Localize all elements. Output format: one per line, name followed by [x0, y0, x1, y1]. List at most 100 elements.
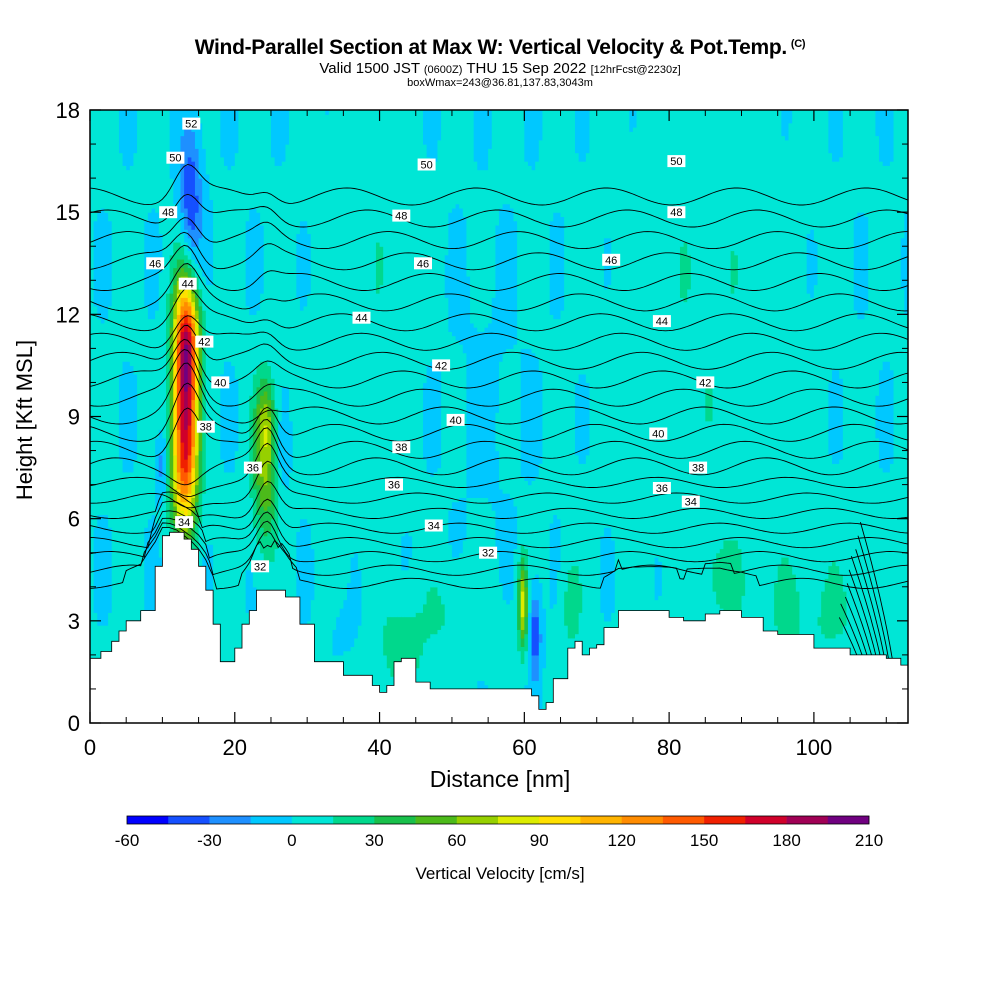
velocity-cell — [278, 420, 283, 469]
velocity-cell — [549, 522, 554, 609]
velocity-cell — [575, 382, 580, 456]
velocity-cell — [176, 220, 182, 243]
colorbar-tick-label: 180 — [772, 831, 800, 850]
velocity-cell — [806, 293, 811, 723]
velocity-cell — [513, 220, 518, 345]
velocity-cell — [618, 110, 623, 723]
velocity-cell — [531, 654, 536, 682]
velocity-cell — [654, 556, 659, 601]
theta-contour-34 — [90, 498, 908, 534]
velocity-cell — [607, 110, 612, 239]
velocity-cell — [285, 144, 290, 388]
velocity-cell — [860, 212, 866, 320]
velocity-cell — [303, 305, 308, 520]
velocity-cell — [169, 110, 174, 179]
velocity-cell — [191, 527, 196, 541]
velocity-cell — [886, 471, 891, 694]
velocity-cell — [636, 110, 641, 682]
velocity-cell — [889, 463, 895, 703]
velocity-cell — [339, 608, 344, 656]
velocity-cell — [524, 110, 529, 162]
colorbar-swatch — [580, 816, 622, 824]
velocity-cell — [875, 437, 880, 723]
velocity-cell — [578, 373, 583, 464]
velocity-cell — [886, 165, 891, 362]
velocity-cell — [679, 297, 685, 686]
velocity-cell — [176, 339, 182, 430]
velocity-cell — [745, 110, 750, 723]
velocity-cell — [194, 195, 200, 213]
velocity-cell — [238, 110, 243, 723]
colorbar-tick-label: 120 — [608, 831, 636, 850]
velocity-cell — [828, 382, 833, 456]
velocity-cell — [484, 497, 489, 686]
velocity-cell — [209, 110, 214, 200]
velocity-cell — [176, 271, 182, 281]
velocity-cell — [198, 522, 203, 592]
velocity-cell — [278, 110, 283, 166]
velocity-cell — [180, 442, 185, 469]
velocity-cell — [455, 110, 460, 205]
contour-label: 40 — [652, 429, 664, 441]
contour-label-bg — [446, 413, 465, 426]
velocity-cell — [249, 497, 254, 571]
velocity-cell — [184, 110, 189, 124]
theta-contour-44 — [90, 324, 908, 370]
velocity-cell — [560, 216, 565, 311]
velocity-cell — [108, 305, 113, 528]
velocity-cell — [527, 165, 533, 349]
velocity-cell — [173, 488, 178, 507]
colorbar-tick-label: 210 — [855, 831, 883, 850]
velocity-cell — [538, 463, 544, 584]
contour-label-bg — [175, 516, 194, 529]
velocity-cell — [593, 110, 598, 723]
velocity-cell — [835, 369, 840, 464]
velocity-cell — [495, 224, 500, 413]
velocity-cell — [741, 569, 746, 596]
velocity-cell — [267, 505, 272, 533]
velocity-cell — [401, 535, 406, 571]
velocity-cell — [100, 514, 106, 626]
velocity-cell — [752, 110, 757, 723]
velocity-cell — [734, 539, 739, 618]
velocity-cell — [846, 110, 851, 723]
velocity-cell — [173, 505, 178, 524]
velocity-cell — [354, 110, 359, 554]
velocity-cell — [249, 110, 254, 209]
velocity-cell — [839, 156, 844, 379]
velocity-cell — [155, 110, 160, 213]
velocity-cell — [600, 110, 605, 537]
velocity-cell — [242, 110, 247, 723]
velocity-cell — [495, 412, 500, 452]
velocity-cell — [730, 110, 735, 252]
velocity-cell — [321, 110, 326, 682]
velocity-cell — [97, 110, 102, 213]
velocity-cell — [209, 284, 214, 545]
theta-contour-52 — [90, 164, 908, 206]
velocity-cell — [437, 369, 442, 469]
contour-label-bg — [159, 206, 178, 219]
velocity-cell — [408, 110, 413, 537]
velocity-cell — [524, 616, 529, 635]
velocity-cell — [524, 569, 529, 588]
velocity-cell — [191, 267, 196, 277]
velocity-cell — [520, 476, 525, 545]
contour-label: 40 — [214, 377, 226, 389]
velocity-cell — [499, 582, 504, 723]
velocity-cell — [184, 254, 189, 264]
velocity-cell — [426, 591, 431, 639]
velocity-cell — [292, 110, 297, 723]
contour-label: 38 — [692, 463, 704, 475]
velocity-cell — [299, 110, 305, 222]
velocity-cell — [509, 110, 515, 209]
velocity-cell — [158, 505, 163, 558]
velocity-cell — [676, 110, 681, 694]
velocity-cell — [118, 110, 124, 154]
velocity-cell — [184, 471, 189, 486]
velocity-cell — [853, 310, 858, 723]
colorbar-swatch — [209, 816, 251, 824]
velocity-cell — [202, 493, 207, 558]
velocity-cell — [278, 165, 283, 422]
velocity-cell — [325, 114, 330, 669]
velocity-cell — [433, 361, 439, 473]
